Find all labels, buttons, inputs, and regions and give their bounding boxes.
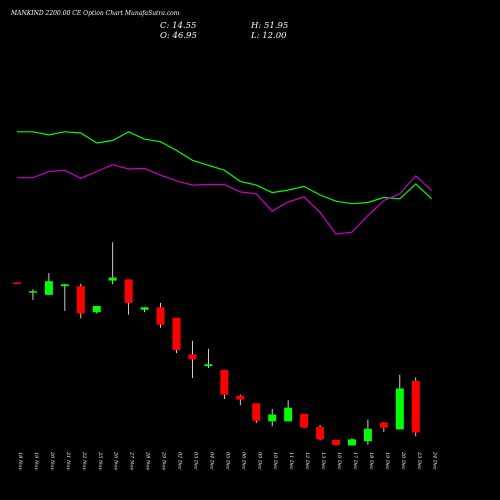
- candle-body: [140, 307, 149, 310]
- candle: [92, 306, 101, 314]
- candle-body: [236, 395, 245, 400]
- candle-body: [252, 403, 261, 421]
- candle-body: [347, 439, 356, 446]
- x-tick-label: 02 Dec: [177, 452, 183, 470]
- candle-body: [268, 414, 277, 422]
- candle-body: [379, 422, 388, 428]
- candle: [347, 438, 356, 446]
- low-label: L: 12.00: [250, 31, 287, 41]
- candle-body: [44, 281, 53, 295]
- candle: [124, 279, 133, 315]
- candle-body: [172, 317, 181, 351]
- candle-body: [188, 354, 197, 360]
- x-tick-label: 17 Dec: [352, 452, 358, 470]
- candle: [284, 400, 293, 422]
- band-lines: [17, 131, 433, 235]
- candle: [28, 289, 37, 300]
- candle: [204, 348, 213, 369]
- candle: [140, 307, 149, 313]
- x-tick-label: 04 Dec: [208, 452, 214, 470]
- upper-band-line: [17, 131, 433, 205]
- candle: [395, 374, 404, 430]
- x-tick-label: 19 Nov: [33, 452, 39, 470]
- x-tick-label: 25 Nov: [97, 451, 103, 470]
- candle-body: [204, 364, 213, 367]
- candle-body: [316, 426, 325, 440]
- candle: [44, 273, 53, 295]
- candle-body: [92, 306, 101, 313]
- candle-body: [28, 291, 37, 293]
- candle-body: [60, 284, 69, 287]
- x-tick-label: 18 Nov: [17, 452, 23, 470]
- open-label: O: 46.95: [160, 31, 197, 41]
- candle: [268, 408, 277, 427]
- candle: [363, 419, 372, 445]
- candle-body: [156, 307, 165, 325]
- x-tick-label: 28 Nov: [145, 451, 151, 470]
- x-tick-label: 20 Nov: [49, 451, 55, 470]
- x-tick-label: 24 Dec: [432, 451, 438, 470]
- candle-body: [411, 381, 420, 433]
- candle-body: [108, 277, 117, 281]
- candle-body: [332, 439, 340, 445]
- candle: [220, 369, 229, 400]
- x-tick-label: 20 Dec: [400, 451, 406, 470]
- candle-body: [124, 279, 133, 303]
- x-tick-label: 19 Dec: [384, 452, 390, 470]
- candle: [172, 317, 181, 354]
- x-tick-label: 03 Dec: [192, 452, 198, 470]
- x-tick-label: 11 Dec: [288, 452, 294, 470]
- lower-band-line: [17, 164, 433, 235]
- x-tick-label: 09 Dec: [256, 452, 262, 470]
- x-tick-label: 06 Dec: [240, 452, 246, 470]
- high-label: H: 51.95: [250, 21, 288, 31]
- x-tick-label: 16 Dec: [336, 452, 342, 470]
- candle: [379, 421, 388, 432]
- x-tick-label: 13 Dec: [320, 452, 326, 470]
- candle: [108, 242, 117, 285]
- candle: [236, 394, 245, 406]
- candle: [316, 425, 325, 441]
- x-tick-label: 10 Dec: [272, 452, 278, 470]
- candle: [156, 302, 165, 328]
- chart-title: MANKIND 2200.00 CE Option Chart MunafaSu…: [10, 10, 180, 17]
- candle: [332, 439, 340, 446]
- x-tick-label: 29 Nov: [161, 451, 167, 470]
- candle-body: [220, 369, 229, 395]
- candles: [13, 242, 420, 446]
- x-tick-label: 05 Dec: [224, 452, 230, 470]
- candle-body: [363, 428, 372, 442]
- candle: [60, 283, 69, 311]
- candle-body: [13, 282, 21, 284]
- x-tick-label: 22 Nov: [81, 451, 87, 470]
- candle: [13, 282, 21, 284]
- x-tick-label: 18 Dec: [368, 452, 374, 470]
- candle-body: [284, 407, 293, 422]
- x-tick-label: 12 Dec: [304, 452, 310, 470]
- x-tick-label: 21 Nov: [65, 451, 71, 470]
- x-tick-label: 26 Nov: [113, 451, 119, 470]
- candle: [300, 413, 309, 429]
- x-tick-label: 27 Nov: [129, 451, 135, 470]
- candle: [411, 377, 420, 437]
- close-label: C: 14.55: [160, 21, 196, 31]
- candle-body: [76, 286, 85, 314]
- candle-body: [300, 413, 309, 428]
- candle: [76, 283, 85, 319]
- x-axis-labels: 18 Nov 19 Nov 20 Nov 21 Nov 22 Nov 25 Nov 26 N…: [17, 451, 438, 470]
- candle: [252, 403, 261, 424]
- candle-body: [395, 388, 404, 430]
- candle: [188, 340, 197, 378]
- x-tick-label: 23 Dec: [416, 451, 422, 470]
